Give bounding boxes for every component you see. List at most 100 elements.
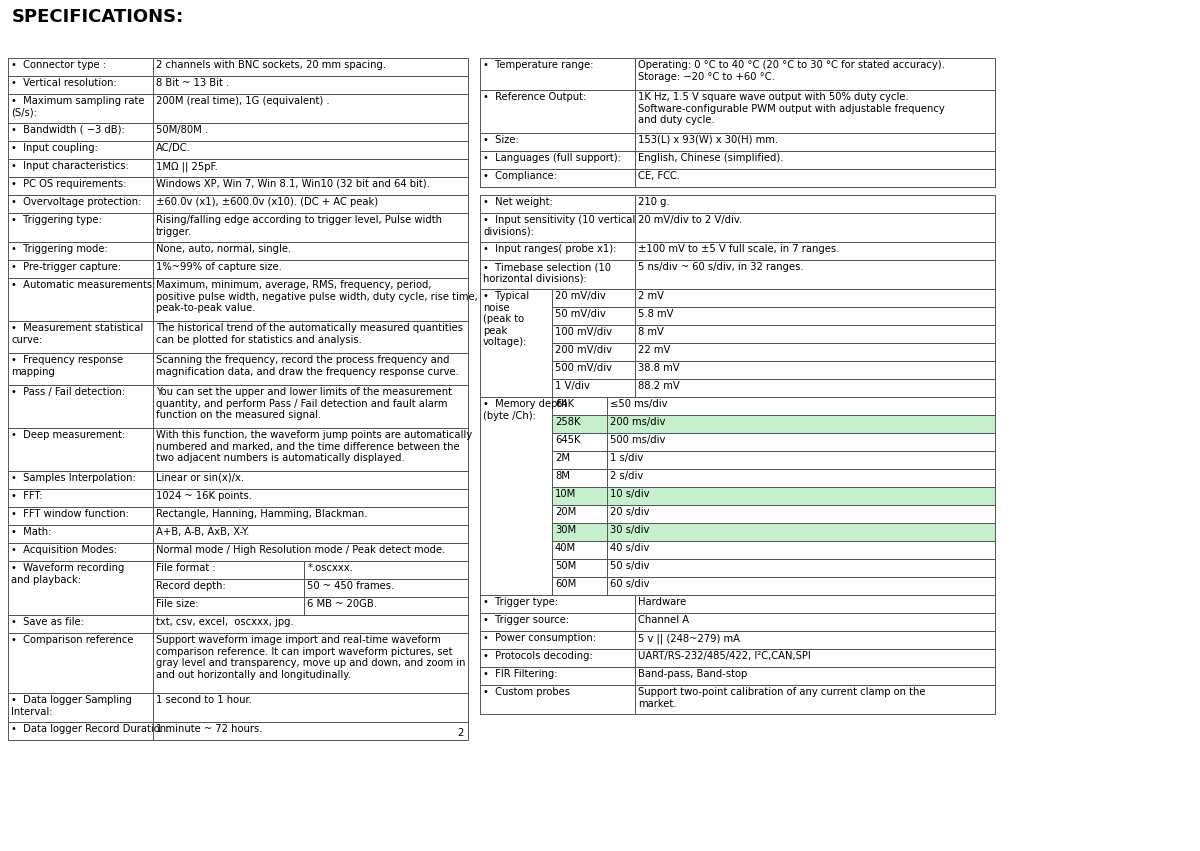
Bar [480, 667, 635, 685]
Bar [154, 58, 468, 76]
Bar [607, 433, 995, 451]
Bar [635, 169, 995, 187]
Text: •  Save as file:: • Save as file: [11, 617, 84, 627]
Text: Normal mode / High Resolution mode / Peak detect mode.: Normal mode / High Resolution mode / Pea… [156, 545, 445, 555]
Text: Rectangle, Hanning, Hamming, Blackman.: Rectangle, Hanning, Hamming, Blackman. [156, 509, 367, 519]
Text: File size:: File size: [156, 599, 199, 609]
Bar [8, 693, 154, 722]
Text: 1 s/div: 1 s/div [610, 453, 643, 463]
Bar [607, 523, 995, 541]
Bar [305, 597, 468, 615]
Text: English, Chinese (simplified).: English, Chinese (simplified). [638, 153, 784, 163]
Text: •  Data logger Sampling
Interval:: • Data logger Sampling Interval: [11, 695, 132, 717]
Text: Linear or sin(x)/x.: Linear or sin(x)/x. [156, 473, 244, 483]
Text: 50 mV/div: 50 mV/div [554, 309, 606, 319]
Text: •  Bandwidth ( −3 dB):: • Bandwidth ( −3 dB): [11, 125, 125, 135]
Bar [154, 260, 468, 278]
Bar [552, 577, 607, 595]
Text: Operating: 0 °C to 40 °C (20 °C to 30 °C for stated accuracy).
Storage: −20 °C t: Operating: 0 °C to 40 °C (20 °C to 30 °C… [638, 60, 944, 82]
Text: ≤50 ms/div: ≤50 ms/div [610, 399, 667, 409]
Bar [635, 133, 995, 151]
Text: 1MΩ || 25pF.: 1MΩ || 25pF. [156, 161, 218, 172]
Bar [8, 428, 154, 471]
Bar [607, 397, 995, 415]
Text: 210 g.: 210 g. [638, 197, 670, 207]
Bar [8, 177, 154, 195]
Bar [635, 595, 995, 613]
Text: 8M: 8M [554, 471, 570, 481]
Text: 5 ns/div ~ 60 s/div, in 32 ranges.: 5 ns/div ~ 60 s/div, in 32 ranges. [638, 262, 804, 272]
Text: 50M/80M .: 50M/80M . [156, 125, 208, 135]
Text: 5.8 mV: 5.8 mV [638, 309, 673, 319]
Bar [635, 289, 995, 307]
Text: You can set the upper and lower limits of the measurement
quantity, and perform : You can set the upper and lower limits o… [156, 387, 452, 420]
Text: Scanning the frequency, record the process frequency and
magnification data, and: Scanning the frequency, record the proce… [156, 355, 458, 377]
Bar [480, 397, 552, 595]
Text: 60 s/div: 60 s/div [610, 579, 649, 589]
Bar [8, 633, 154, 693]
Text: 60M: 60M [554, 579, 576, 589]
Bar [480, 90, 635, 133]
Text: •  Maximum sampling rate
(S/s):: • Maximum sampling rate (S/s): [11, 96, 144, 117]
Text: •  Memory depth
(byte /Ch):: • Memory depth (byte /Ch): [482, 399, 568, 420]
Bar [552, 379, 635, 397]
Text: 40M: 40M [554, 543, 576, 553]
Text: •  Net weight:: • Net weight: [482, 197, 553, 207]
Text: •  Reference Output:: • Reference Output: [482, 92, 587, 102]
Text: •  Math:: • Math: [11, 527, 52, 537]
Bar [8, 385, 154, 428]
Text: •  Frequency response
mapping: • Frequency response mapping [11, 355, 124, 377]
Text: 258K: 258K [554, 417, 581, 427]
Bar [8, 722, 154, 740]
Text: 1024 ~ 16K points.: 1024 ~ 16K points. [156, 491, 252, 501]
Bar [635, 379, 995, 397]
Bar [480, 631, 635, 649]
Bar [154, 321, 468, 353]
Text: •  Connector type :: • Connector type : [11, 60, 106, 70]
Text: •  Typical
noise
(peak to
peak
voltage):: • Typical noise (peak to peak voltage): [482, 291, 529, 347]
Text: 6 MB ~ 20GB.: 6 MB ~ 20GB. [307, 599, 377, 609]
Text: 88.2 mV: 88.2 mV [638, 381, 679, 391]
Text: •  Samples Interpolation:: • Samples Interpolation: [11, 473, 136, 483]
Bar [8, 321, 154, 353]
Bar [552, 487, 607, 505]
Bar [552, 469, 607, 487]
Text: AC/DC.: AC/DC. [156, 143, 191, 153]
Bar [635, 260, 995, 289]
Text: 1 V/div: 1 V/div [554, 381, 590, 391]
Bar [154, 633, 468, 693]
Text: With this function, the waveform jump points are automatically
numbered and mark: With this function, the waveform jump po… [156, 430, 472, 463]
Text: Record depth:: Record depth: [156, 581, 226, 591]
Text: 2 channels with BNC sockets, 20 mm spacing.: 2 channels with BNC sockets, 20 mm spaci… [156, 60, 386, 70]
Bar [480, 685, 635, 714]
Text: 2: 2 [457, 728, 464, 738]
Bar [552, 325, 635, 343]
Bar [635, 151, 995, 169]
Text: •  FFT window function:: • FFT window function: [11, 509, 128, 519]
Text: •  Protocols decoding:: • Protocols decoding: [482, 651, 593, 661]
Bar [154, 213, 468, 242]
Bar [635, 325, 995, 343]
Text: •  FIR Filtering:: • FIR Filtering: [482, 669, 558, 679]
Bar [154, 159, 468, 177]
Text: UART/RS-232/485/422, I²C,CAN,SPI: UART/RS-232/485/422, I²C,CAN,SPI [638, 651, 811, 661]
Bar [154, 385, 468, 428]
Bar [154, 428, 468, 471]
Text: 22 mV: 22 mV [638, 345, 671, 355]
Text: Support waveform image import and real-time waveform
comparison reference. It ca: Support waveform image import and real-t… [156, 635, 466, 680]
Text: •  Languages (full support):: • Languages (full support): [482, 153, 620, 163]
Bar [8, 94, 154, 123]
Text: 500 mV/div: 500 mV/div [554, 363, 612, 373]
Text: 100 mV/div: 100 mV/div [554, 327, 612, 337]
Bar [154, 177, 468, 195]
Bar [480, 58, 635, 90]
Text: •  Trigger source:: • Trigger source: [482, 615, 569, 625]
Text: •  Input characteristics:: • Input characteristics: [11, 161, 128, 171]
Text: •  Measurement statistical
curve:: • Measurement statistical curve: [11, 323, 143, 345]
Bar [154, 525, 468, 543]
Bar [480, 195, 635, 213]
Text: •  Power consumption:: • Power consumption: [482, 633, 596, 643]
Bar [480, 613, 635, 631]
Bar [552, 505, 607, 523]
Text: txt, csv, excel,  oscxxx, jpg.: txt, csv, excel, oscxxx, jpg. [156, 617, 294, 627]
